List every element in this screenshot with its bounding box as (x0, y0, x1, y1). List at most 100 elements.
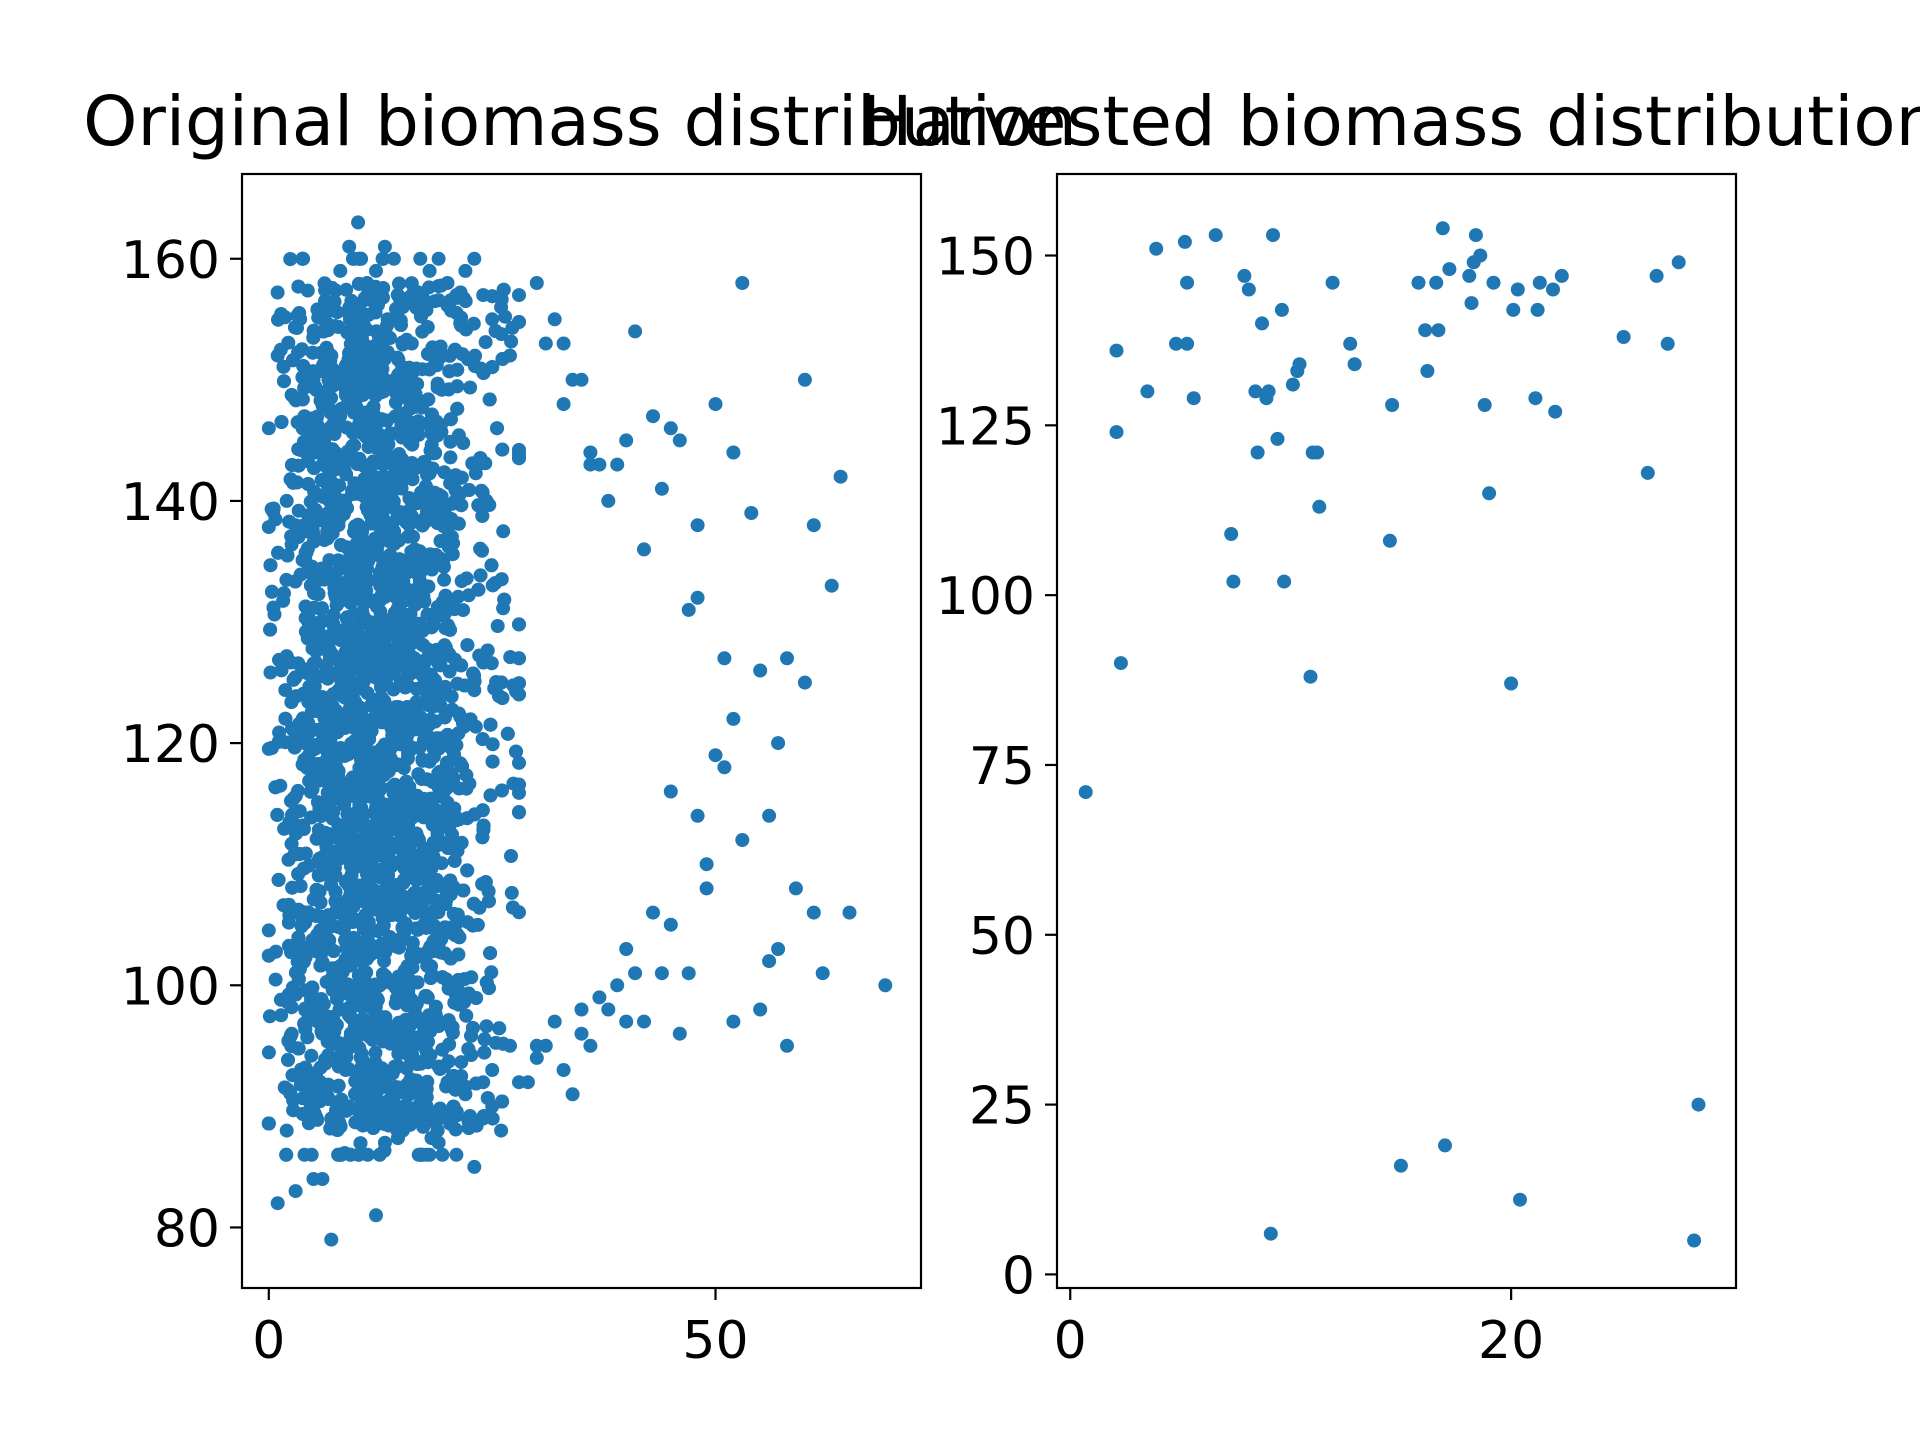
scatter-point (333, 1147, 348, 1162)
scatter-point (391, 600, 405, 615)
scatter-point (512, 755, 526, 770)
scatter-point (285, 458, 299, 472)
scatter-point (1528, 391, 1543, 406)
scatter-point (762, 808, 777, 823)
scatter-point (356, 768, 371, 783)
scatter-point (331, 553, 346, 568)
scatter-point (663, 784, 678, 799)
scatter-point (448, 342, 462, 357)
scatter-point (771, 736, 786, 751)
y-tick-label: 50 (969, 907, 1035, 967)
scatter-point (307, 600, 322, 615)
scatter-point (411, 858, 426, 873)
scatter-point (492, 1021, 507, 1036)
scatter-point (362, 752, 376, 767)
scatter-point (1477, 398, 1492, 412)
scatter-point (411, 414, 426, 429)
chart-harvested-biomass: 0 20 0 25 50 75 100 125 150 (936, 172, 1738, 1371)
scatter-point (496, 282, 511, 297)
scatter-point (479, 1019, 494, 1034)
scatter-point (377, 737, 392, 752)
scatter-point (355, 918, 370, 932)
scatter-point (461, 1114, 476, 1129)
scatter-point (663, 421, 678, 436)
scatter-point (475, 485, 490, 500)
scatter-point (476, 288, 491, 303)
scatter-point (279, 1123, 294, 1138)
scatter-point (690, 590, 705, 605)
chart-harvested-x-axis: 0 20 (1054, 1288, 1544, 1371)
scatter-point (424, 620, 439, 635)
scatter-point (431, 936, 446, 951)
scatter-point (1277, 574, 1292, 589)
scatter-point (1687, 1233, 1702, 1248)
scatter-point (815, 966, 830, 981)
scatter-point (399, 774, 414, 789)
scatter-point (1312, 499, 1327, 514)
scatter-point (503, 348, 517, 363)
scatter-point (473, 541, 488, 556)
scatter-point (529, 276, 544, 290)
scatter-point (381, 520, 396, 535)
scatter-point (504, 334, 519, 349)
scatter-point (398, 419, 413, 434)
scatter-point (347, 621, 362, 636)
scatter-point (390, 369, 405, 384)
scatter-point (278, 683, 293, 698)
y-tick-label: 120 (121, 715, 220, 775)
scatter-point (419, 1082, 434, 1097)
scatter-point (1140, 384, 1155, 399)
scatter-point (324, 1111, 339, 1126)
scatter-point (288, 1184, 303, 1199)
scatter-point (284, 695, 299, 710)
scatter-point (449, 305, 464, 320)
scatter-point (468, 348, 482, 363)
scatter-point (1226, 574, 1241, 589)
scatter-point (322, 381, 337, 396)
scatter-point (505, 900, 520, 915)
scatter-point (360, 276, 375, 290)
scatter-point (292, 938, 307, 952)
scatter-point (1109, 425, 1124, 440)
scatter-point (339, 467, 354, 482)
scatter-point (331, 764, 346, 779)
chart-original-points (261, 215, 893, 1247)
scatter-point (394, 430, 409, 445)
scatter-point (438, 588, 453, 603)
scatter-point (313, 895, 328, 910)
scatter-point (349, 374, 364, 389)
scatter-point (441, 382, 456, 397)
scatter-point (401, 1024, 416, 1039)
scatter-point (417, 511, 432, 526)
scatter-point (726, 445, 741, 460)
scatter-point (264, 584, 279, 599)
scatter-point (363, 628, 378, 643)
scatter-point (380, 413, 395, 428)
x-tick-label: 0 (252, 1311, 285, 1371)
scatter-point (1224, 527, 1239, 541)
scatter-point (484, 558, 499, 573)
scatter-point (328, 868, 343, 883)
scatter-point (365, 1104, 380, 1119)
scatter-point (726, 1014, 741, 1029)
scatter-point (357, 610, 372, 625)
scatter-point (842, 905, 857, 920)
scatter-point (351, 215, 366, 230)
scatter-point (422, 362, 437, 377)
scatter-point (300, 541, 315, 556)
scatter-point (449, 1147, 464, 1162)
scatter-point (1411, 275, 1426, 290)
scatter-point (1385, 398, 1400, 412)
scatter-point (654, 481, 669, 496)
scatter-point (430, 803, 445, 818)
scatter-point (286, 672, 301, 687)
scatter-point (296, 1106, 311, 1121)
scatter-point (1292, 357, 1307, 372)
scatter-point (478, 875, 493, 890)
scatter-point (378, 945, 393, 960)
scatter-point (485, 754, 500, 769)
scatter-point (447, 841, 462, 856)
scatter-point (416, 1119, 431, 1134)
scatter-point (477, 1032, 492, 1047)
scatter-point (274, 415, 289, 429)
